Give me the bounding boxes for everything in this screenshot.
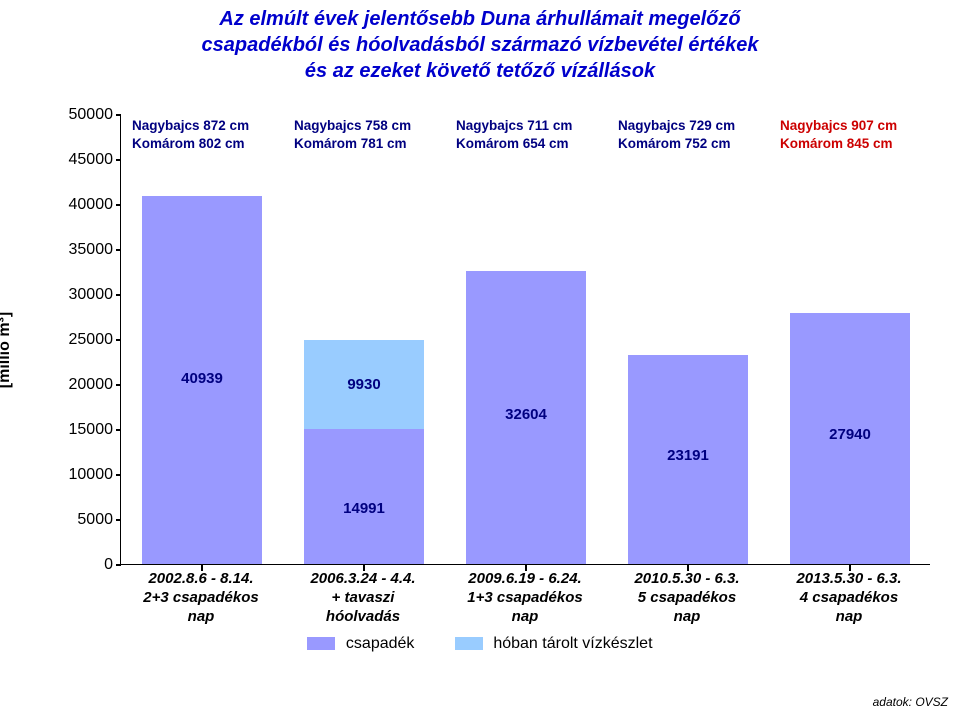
x-tick-label: 2006.3.24 - 4.4.+ tavaszihóolvadás bbox=[288, 570, 438, 626]
plot-region: 0500010000150002000025000300003500040000… bbox=[120, 115, 930, 565]
bar-primary bbox=[304, 429, 424, 564]
legend-item-hoban: hóban tárolt vízkészlet bbox=[455, 635, 653, 653]
y-tick-mark bbox=[116, 564, 121, 566]
legend-item-csapadek: csapadék bbox=[307, 635, 414, 653]
bar-annotation: Nagybajcs 907 cmKomárom 845 cm bbox=[780, 117, 920, 152]
y-tick-label: 10000 bbox=[66, 466, 121, 484]
bar-annotation: Nagybajcs 711 cmKomárom 654 cm bbox=[456, 117, 596, 152]
y-tick-mark bbox=[116, 384, 121, 386]
y-tick-mark bbox=[116, 339, 121, 341]
y-tick-label: 45000 bbox=[66, 151, 121, 169]
y-tick-mark bbox=[116, 294, 121, 296]
y-tick-mark bbox=[116, 249, 121, 251]
y-tick-label: 5000 bbox=[66, 511, 121, 529]
bar-secondary-value-label: 9930 bbox=[304, 376, 424, 393]
bar-value-label: 14991 bbox=[304, 500, 424, 517]
x-tick-label: 2010.5.30 - 6.3.5 csapadékosnap bbox=[612, 570, 762, 626]
y-tick-mark bbox=[116, 204, 121, 206]
y-axis-label: [millió m³] bbox=[0, 312, 14, 388]
bar-annotation: Nagybajcs 872 cmKomárom 802 cm bbox=[132, 117, 272, 152]
bar-annotation: Nagybajcs 758 cmKomárom 781 cm bbox=[294, 117, 434, 152]
y-tick-mark bbox=[116, 159, 121, 161]
y-tick-label: 35000 bbox=[66, 241, 121, 259]
legend-swatch-csapadek bbox=[307, 637, 335, 650]
y-tick-mark bbox=[116, 474, 121, 476]
bar-value-label: 23191 bbox=[628, 447, 748, 464]
y-tick-mark bbox=[116, 114, 121, 116]
y-tick-mark bbox=[116, 519, 121, 521]
y-tick-mark bbox=[116, 429, 121, 431]
source-text: adatok: OVSZ bbox=[873, 695, 948, 709]
x-tick-label: 2002.8.6 - 8.14.2+3 csapadékosnap bbox=[126, 570, 276, 626]
title-line-1: Az elmúlt évek jelentősebb Duna árhullám… bbox=[0, 6, 960, 32]
y-tick-label: 50000 bbox=[66, 106, 121, 124]
legend-label-csapadek: csapadék bbox=[346, 635, 415, 652]
bar-value-label: 27940 bbox=[790, 426, 910, 443]
bar-annotation: Nagybajcs 729 cmKomárom 752 cm bbox=[618, 117, 758, 152]
bar-value-label: 32604 bbox=[466, 406, 586, 423]
title-line-2: csapadékból és hóolvadásból származó víz… bbox=[0, 32, 960, 58]
title-line-3: és az ezeket követő tetőző vízállások bbox=[0, 58, 960, 84]
legend-swatch-hoban bbox=[455, 637, 483, 650]
x-tick-label: 2013.5.30 - 6.3.4 csapadékosnap bbox=[774, 570, 924, 626]
y-tick-label: 20000 bbox=[66, 376, 121, 394]
x-tick-label: 2009.6.19 - 6.24.1+3 csapadékosnap bbox=[450, 570, 600, 626]
y-tick-label: 0 bbox=[66, 556, 121, 574]
y-tick-label: 15000 bbox=[66, 421, 121, 439]
chart-area: [millió m³] 0500010000150002000025000300… bbox=[60, 115, 930, 585]
chart-title: Az elmúlt évek jelentősebb Duna árhullám… bbox=[0, 0, 960, 84]
y-tick-label: 30000 bbox=[66, 286, 121, 304]
bar-value-label: 40939 bbox=[142, 370, 262, 387]
y-tick-label: 25000 bbox=[66, 331, 121, 349]
y-tick-label: 40000 bbox=[66, 196, 121, 214]
legend: csapadék hóban tárolt vízkészlet bbox=[0, 635, 960, 653]
legend-label-hoban: hóban tárolt vízkészlet bbox=[493, 635, 652, 652]
